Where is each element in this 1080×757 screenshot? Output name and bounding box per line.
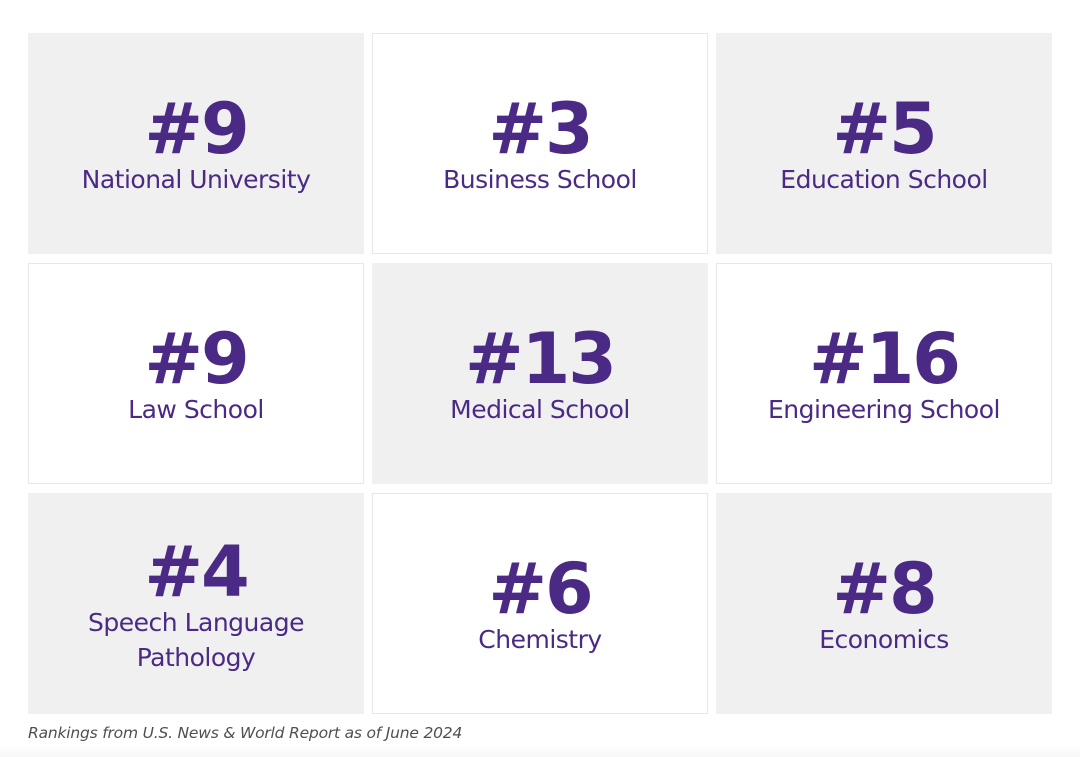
rank-number: #3 — [488, 88, 593, 170]
rank-category-label: Engineering School — [768, 395, 1000, 424]
rank-number: #4 — [144, 530, 249, 613]
ranking-tile-economics: #8 Economics — [716, 493, 1052, 714]
rank-category-label: Chemistry — [478, 625, 602, 654]
rank-category-label: Business School — [443, 165, 637, 194]
rank-number: #9 — [144, 318, 249, 400]
rank-number: #13 — [464, 318, 617, 400]
rank-number: #9 — [144, 88, 249, 170]
rank-category-label: Medical School — [450, 395, 630, 424]
rank-number: #6 — [488, 548, 593, 630]
rankings-grid: #9 National University #3 Business Schoo… — [28, 33, 1052, 714]
bottom-fade — [0, 745, 1080, 757]
rank-number: #5 — [832, 88, 937, 170]
ranking-tile-national-university: #9 National University — [28, 33, 364, 254]
rank-category-label: National University — [81, 165, 311, 194]
rank-number: #8 — [832, 548, 937, 630]
ranking-tile-business-school: #3 Business School — [372, 33, 708, 254]
rank-category-label: Education School — [780, 165, 988, 194]
ranking-tile-education-school: #5 Education School — [716, 33, 1052, 254]
ranking-tile-engineering-school: #16 Engineering School — [716, 263, 1052, 484]
ranking-tile-speech-language-pathology: #4 Speech Language Pathology — [28, 493, 364, 714]
ranking-tile-law-school: #9 Law School — [28, 263, 364, 484]
rank-category-label: Law School — [128, 395, 264, 424]
rank-number: #16 — [808, 318, 961, 400]
ranking-tile-medical-school: #13 Medical School — [372, 263, 708, 484]
ranking-tile-chemistry: #6 Chemistry — [372, 493, 708, 714]
rank-category-label: Speech Language Pathology — [88, 607, 304, 672]
source-caption: Rankings from U.S. News & World Report a… — [28, 724, 463, 742]
rank-category-label: Economics — [819, 625, 949, 654]
